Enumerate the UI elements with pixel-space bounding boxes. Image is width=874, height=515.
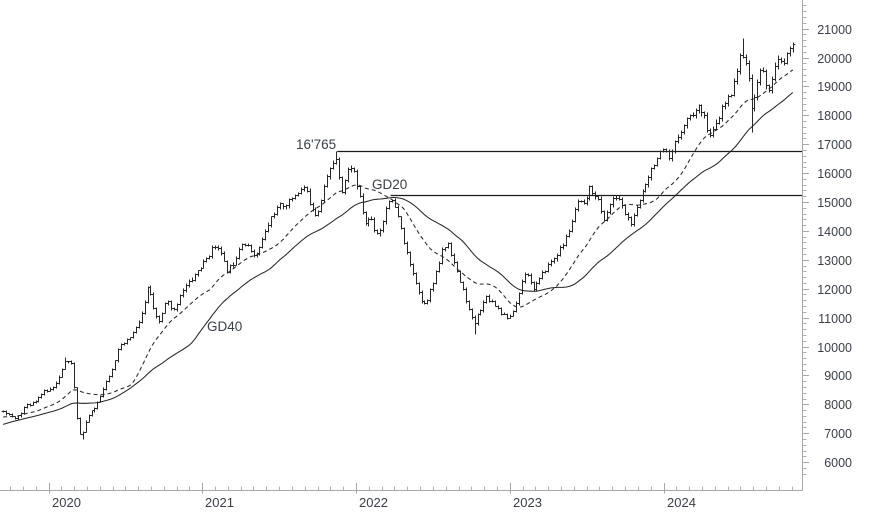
y-axis-label: 15000 (817, 196, 852, 210)
gd40-moving-average (2, 92, 794, 425)
y-axis-label: 6000 (824, 456, 852, 470)
y-axis-label: 21000 (817, 23, 852, 37)
gd20-label[interactable]: GD20 (372, 177, 407, 192)
y-axis-label: 20000 (817, 52, 852, 66)
y-axis-label: 9000 (824, 369, 852, 383)
gd40-label[interactable]: GD40 (207, 319, 242, 334)
y-axis-label: 14000 (817, 225, 852, 239)
y-axis-label: 17000 (817, 138, 852, 152)
x-axis-label: 2020 (52, 495, 81, 510)
ohlc-bar-path (1, 38, 796, 440)
y-axis-label: 8000 (824, 398, 852, 412)
y-axis-label: 11000 (818, 312, 852, 326)
gd20-moving-average (3, 69, 794, 418)
y-axis-label: 10000 (817, 341, 852, 355)
axis-frame (0, 0, 803, 491)
x-axis-label: 2023 (513, 495, 542, 510)
y-axis-label: 19000 (817, 80, 852, 94)
y-axis-labels: 6000 7000 8000 9000 10000 11000 12000 13000 1400… (817, 23, 852, 470)
level-16765-label[interactable]: 16'765 (296, 137, 336, 152)
ohlc-bars (1, 38, 796, 440)
y-axis-label: 16000 (817, 167, 852, 181)
gd40-path (2, 92, 794, 425)
horizontal-level-lines[interactable] (337, 150, 802, 197)
gd20-path (3, 69, 794, 418)
y-axis-label: 18000 (817, 109, 852, 123)
chart-annotations[interactable]: 16'765 GD20 GD40 (207, 137, 407, 334)
y-axis-label: 7000 (824, 427, 852, 441)
x-axis-label: 2024 (667, 495, 696, 510)
y-axis-label: 12000 (817, 283, 852, 297)
x-axis-label: 2022 (359, 495, 388, 510)
x-axis-label: 2021 (205, 495, 234, 510)
y-axis-label: 13000 (817, 254, 852, 268)
x-axis-labels: 2020 2021 2022 2023 2024 (52, 495, 696, 510)
axes (0, 0, 809, 494)
